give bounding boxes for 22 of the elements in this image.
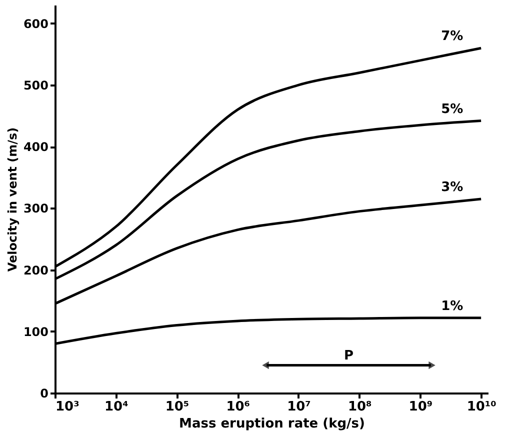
x-tick-label: 10⁷ bbox=[287, 400, 311, 414]
series-label: 3% bbox=[441, 180, 464, 195]
x-tick-label: 10⁹ bbox=[408, 400, 433, 414]
x-tick-label: 10³ bbox=[56, 400, 80, 414]
y-tick-label: 500 bbox=[23, 78, 48, 93]
series-label: P bbox=[344, 348, 354, 364]
y-tick-label: 600 bbox=[23, 16, 48, 31]
x-tick-label: 10⁴ bbox=[104, 400, 129, 414]
y-tick-label: 100 bbox=[23, 324, 48, 339]
y-tick-label: 300 bbox=[23, 202, 48, 216]
series-label: 5% bbox=[441, 102, 464, 117]
x-tick-label: 10⁸ bbox=[348, 400, 372, 414]
series-label: 1% bbox=[441, 298, 464, 314]
x-tick-label: 10⁵ bbox=[165, 400, 190, 414]
x-tick-label: 10⁶ bbox=[226, 400, 250, 414]
y-tick-label: 200 bbox=[23, 263, 48, 278]
x-axis-title: Mass eruption rate (kg/s) bbox=[179, 416, 365, 432]
series-label: 7% bbox=[441, 29, 464, 44]
y-tick-label: 0 bbox=[40, 386, 48, 400]
y-tick-label: 400 bbox=[23, 140, 48, 154]
x-tick-label: 10¹⁰ bbox=[466, 400, 497, 414]
y-axis-title: Velocity in vent (m/s) bbox=[5, 127, 20, 272]
